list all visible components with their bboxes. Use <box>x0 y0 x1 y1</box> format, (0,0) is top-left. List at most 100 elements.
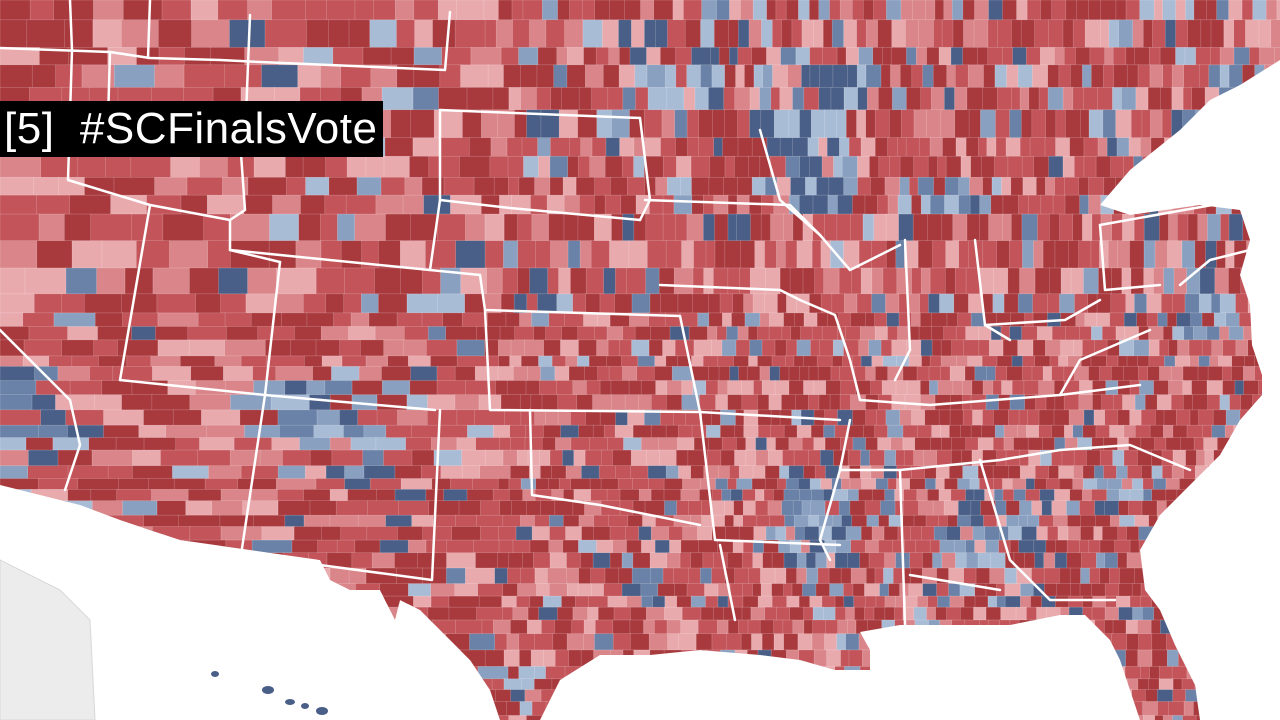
county <box>953 701 965 717</box>
county <box>856 109 867 139</box>
county <box>678 633 698 651</box>
county <box>632 478 650 491</box>
county <box>1206 606 1218 621</box>
county <box>582 678 600 691</box>
county <box>594 176 612 196</box>
county <box>95 539 124 554</box>
county <box>283 649 314 668</box>
county <box>1100 213 1113 242</box>
county <box>199 155 229 179</box>
county <box>672 0 685 21</box>
county <box>503 409 522 427</box>
county <box>455 619 483 635</box>
county <box>737 47 753 66</box>
county <box>57 366 91 382</box>
county <box>1024 312 1034 328</box>
county <box>1088 176 1105 196</box>
county <box>660 47 677 66</box>
county <box>732 293 745 314</box>
county <box>320 64 342 89</box>
county <box>779 87 794 111</box>
county <box>948 583 961 597</box>
county <box>554 366 570 382</box>
county <box>89 366 114 382</box>
county <box>839 689 855 703</box>
county <box>836 109 848 139</box>
county <box>965 137 980 158</box>
county <box>112 633 150 651</box>
county <box>674 583 688 597</box>
county <box>776 666 786 680</box>
county <box>583 47 598 66</box>
county <box>141 552 174 569</box>
county <box>733 500 745 517</box>
county <box>141 715 181 720</box>
county <box>1082 64 1093 89</box>
county <box>1149 194 1160 215</box>
county <box>27 465 69 480</box>
county <box>607 437 625 451</box>
county <box>469 137 492 158</box>
county <box>938 514 949 528</box>
county <box>179 355 216 368</box>
county <box>358 595 385 608</box>
county <box>1095 514 1112 528</box>
county <box>949 595 965 608</box>
county <box>1069 567 1082 585</box>
county <box>713 606 725 621</box>
county <box>1100 0 1117 21</box>
county <box>589 478 602 491</box>
county <box>752 552 764 569</box>
county <box>1021 109 1033 139</box>
county <box>675 666 689 680</box>
county <box>812 19 825 49</box>
county <box>578 539 598 554</box>
county <box>1206 380 1224 396</box>
county <box>1116 595 1131 608</box>
county <box>375 489 396 502</box>
county <box>313 678 338 691</box>
county <box>1071 715 1083 720</box>
county <box>944 478 959 491</box>
county <box>576 394 594 411</box>
county <box>560 424 580 439</box>
county <box>472 478 500 491</box>
county <box>801 437 815 451</box>
county <box>599 380 612 396</box>
county <box>1261 583 1276 597</box>
county <box>942 137 957 158</box>
county <box>864 606 875 621</box>
county <box>564 312 585 328</box>
county <box>1004 583 1022 597</box>
county <box>226 649 260 668</box>
county <box>690 552 704 569</box>
county <box>1185 689 1201 703</box>
county <box>1115 0 1127 21</box>
county <box>1049 689 1063 703</box>
county <box>920 339 933 357</box>
county <box>957 478 971 491</box>
county <box>591 87 609 111</box>
county <box>461 449 487 467</box>
county <box>913 606 928 621</box>
county <box>644 19 657 49</box>
county <box>764 293 779 314</box>
county <box>338 666 365 680</box>
county <box>1020 19 1036 49</box>
county <box>587 606 600 621</box>
county <box>474 409 506 427</box>
county <box>759 715 775 720</box>
county <box>1104 583 1120 597</box>
county <box>1220 567 1231 585</box>
county <box>902 514 915 528</box>
county <box>1138 539 1154 554</box>
county <box>312 649 338 668</box>
county <box>1158 678 1174 691</box>
county <box>724 514 735 528</box>
county <box>971 380 984 396</box>
county <box>562 449 575 467</box>
county <box>1207 366 1224 382</box>
county <box>727 213 738 242</box>
county <box>1216 715 1231 720</box>
county <box>973 489 986 502</box>
